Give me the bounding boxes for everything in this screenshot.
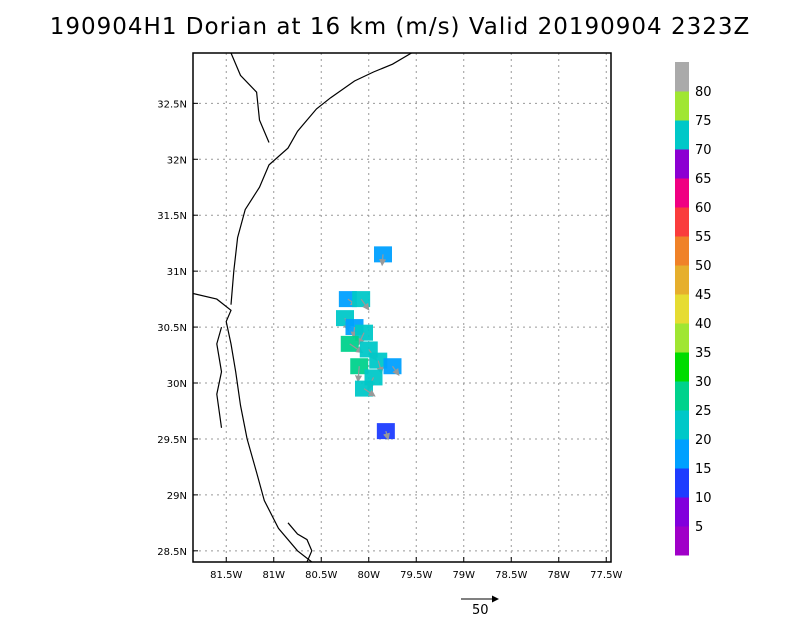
colorbar-label: 35	[695, 346, 712, 361]
colorbar-label: 25	[695, 404, 712, 419]
lon-tick-label: 81W	[262, 570, 285, 581]
colorbar-segment	[675, 323, 689, 353]
lat-tick-label: 29N	[167, 491, 187, 502]
lat-tick-label: 32.5N	[157, 99, 187, 110]
axis-ticks: 81.5W 81W 80.5W 80W 79.5W 79W 78.5W 78W 77.5W 28.…	[157, 99, 622, 581]
coastline-cape-outline	[287, 522, 313, 562]
colorbar-label: 40	[695, 317, 712, 332]
lon-tick-label: 78W	[547, 570, 570, 581]
colorbar-segment	[675, 381, 689, 411]
lat-tick-label: 30N	[167, 379, 187, 390]
coastline-inland-river	[216, 326, 223, 428]
colorbar-segment	[675, 265, 689, 295]
grid-lines	[193, 53, 611, 562]
wind-vector	[383, 430, 390, 441]
wind-vector	[360, 298, 370, 311]
coastline-coastline-north	[230, 53, 412, 305]
colorbar-segment	[675, 91, 689, 121]
colorbar-segment	[675, 149, 689, 179]
vector-legend: 50	[461, 595, 499, 618]
colorbar-label: 55	[695, 230, 712, 245]
colorbar-segment	[675, 410, 689, 440]
colorbar-segment	[675, 439, 689, 469]
colorbar-segment	[675, 207, 689, 237]
lat-tick-label: 32N	[167, 155, 187, 166]
wind-vector	[379, 254, 387, 267]
lon-tick-label: 80.5W	[305, 570, 337, 581]
wind-vector	[357, 332, 365, 346]
colorbar-label: 45	[695, 288, 712, 303]
chart-title: 190904H1 Dorian at 16 km (m/s) Valid 201…	[49, 14, 751, 40]
vector-legend-label: 50	[472, 603, 489, 618]
lon-tick-label: 78.5W	[495, 570, 527, 581]
colorbar-label: 60	[695, 201, 712, 216]
plot-frame	[192, 52, 612, 563]
colorbar: 5 10 15 20 25 30 35 40 45 50 55 60 65 70 75 80	[675, 62, 712, 556]
lat-tick-label: 30.5N	[157, 323, 187, 334]
lat-tick-label: 31.5N	[157, 211, 187, 222]
colorbar-label: 80	[695, 85, 712, 100]
wind-vector	[363, 388, 376, 397]
colorbar-label: 20	[695, 433, 712, 448]
lon-tick-label: 77.5W	[590, 570, 622, 581]
lat-tick-label: 28.5N	[157, 547, 187, 558]
colorbar-segment	[675, 120, 689, 150]
colorbar-label: 65	[695, 172, 712, 187]
colorbar-label: 75	[695, 114, 712, 129]
lon-tick-label: 80W	[357, 570, 380, 581]
colorbar-segment	[675, 352, 689, 382]
colorbar-label: 5	[695, 520, 703, 535]
colorbar-segment	[675, 526, 689, 556]
colorbar-segment	[675, 62, 689, 92]
colorbar-segment	[675, 236, 689, 266]
colorbar-label: 10	[695, 491, 712, 506]
wind-vector	[354, 366, 363, 383]
colorbar-label: 50	[695, 259, 712, 274]
lat-tick-label: 31N	[167, 267, 187, 278]
colorbar-segment	[675, 468, 689, 498]
coastline-inland-north	[230, 53, 270, 143]
lon-tick-label: 81.5W	[210, 570, 242, 581]
coastline-coastline	[193, 292, 313, 562]
colorbar-label: 70	[695, 143, 712, 158]
lon-tick-label: 79W	[452, 570, 475, 581]
colorbar-label: 30	[695, 375, 712, 390]
wind-vector	[392, 365, 400, 376]
lon-tick-label: 79.5W	[400, 570, 432, 581]
colorbar-segment	[675, 178, 689, 208]
colorbar-segment	[675, 294, 689, 324]
colorbar-label: 15	[695, 462, 712, 477]
colorbar-segment	[675, 497, 689, 527]
wind-field	[336, 246, 402, 441]
lat-tick-label: 29.5N	[157, 435, 187, 446]
coastline	[193, 53, 412, 562]
